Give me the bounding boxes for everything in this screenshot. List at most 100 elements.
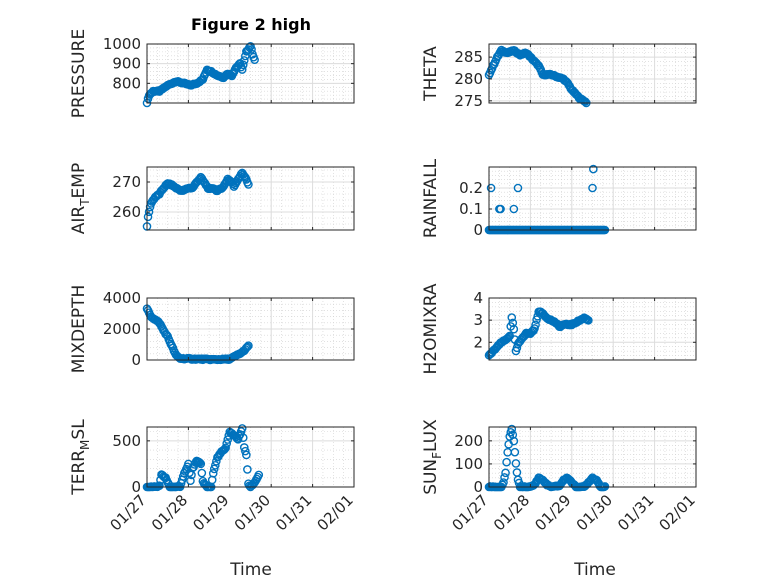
- data-point: [581, 314, 591, 324]
- data-series: [484, 424, 610, 492]
- x-tick-label: 01/31: [272, 491, 315, 534]
- data-point: [242, 450, 251, 460]
- data-point: [196, 459, 206, 469]
- data-point: [580, 97, 590, 106]
- data-point: [241, 446, 250, 456]
- data-point: [243, 465, 252, 474]
- axes-box: [146, 43, 355, 104]
- x-tick-label: 01/30: [573, 491, 616, 534]
- data-point: [222, 439, 231, 448]
- data-series: [484, 164, 610, 235]
- data-point: [212, 456, 221, 466]
- data-point: [509, 436, 519, 446]
- data-point: [250, 55, 259, 65]
- x-tick-label: 02/01: [314, 491, 357, 534]
- data-point: [247, 45, 256, 54]
- subplot-mixdepth: 0 2000 4000 MIXDEPTH: [69, 285, 355, 374]
- x-axis-label-left: Time: [229, 560, 272, 580]
- y-axis-label: TERRMSL: [69, 419, 92, 496]
- data-series: [484, 307, 593, 360]
- axes-box: [488, 297, 697, 361]
- y-tick-label: 2000: [103, 320, 141, 338]
- y-tick-label: 1000: [103, 35, 141, 53]
- y-tick-label: 500: [112, 432, 141, 450]
- data-point: [507, 424, 517, 434]
- subplot-h2omixra: 2 3 4 H2OMIXRA: [421, 283, 697, 375]
- data-point: [239, 443, 249, 452]
- data-point: [155, 481, 164, 490]
- data-point: [144, 207, 154, 217]
- y-tick-label: 900: [112, 55, 141, 73]
- x-tick-label: 01/29: [531, 491, 574, 534]
- y-tick-label: 0.2: [459, 179, 483, 197]
- data-point: [220, 444, 229, 454]
- data-point: [531, 320, 540, 330]
- x-axis-label-right: Time: [573, 560, 616, 580]
- data-point: [500, 473, 509, 482]
- axes-box: [146, 426, 355, 488]
- data-point: [588, 183, 597, 193]
- data-point: [509, 204, 519, 214]
- data-point: [221, 443, 230, 453]
- y-tick-label: 0: [131, 478, 141, 496]
- data-point: [223, 435, 233, 444]
- data-point: [237, 65, 247, 74]
- data-point: [143, 212, 153, 222]
- y-axis-label: AIRTEMP: [69, 163, 92, 234]
- data-point: [243, 342, 252, 352]
- y-tick-label: 4: [473, 289, 483, 307]
- data-point: [509, 324, 519, 334]
- y-tick-label: 2: [473, 333, 483, 351]
- data-series: [142, 424, 264, 492]
- y-axis-label: H2OMIXRA: [421, 283, 441, 374]
- data-point: [238, 433, 248, 443]
- data-point: [510, 447, 520, 457]
- data-point: [244, 180, 253, 189]
- data-point: [486, 183, 496, 193]
- y-axis-label: SUNFLUX: [421, 419, 444, 495]
- y-tick-label: 0.1: [459, 200, 483, 218]
- data-series: [142, 41, 259, 108]
- y-tick-label: 200: [454, 432, 483, 450]
- data-point: [530, 324, 539, 333]
- data-point: [197, 468, 207, 478]
- y-tick-label: 275: [454, 92, 483, 110]
- y-tick-label: 3: [473, 311, 483, 329]
- x-tick-label: 01/27: [449, 491, 492, 534]
- data-point: [508, 430, 518, 440]
- data-series: [142, 304, 253, 365]
- data-point: [512, 468, 522, 477]
- data-point: [237, 424, 247, 433]
- subplot-rainfall: 0 0.1 0.2 RAINFALL: [421, 158, 697, 239]
- data-series: [484, 45, 591, 108]
- y-axis-label: PRESSURE: [69, 29, 89, 118]
- data-point: [600, 482, 610, 491]
- data-point: [162, 330, 171, 340]
- y-axis-label: MIXDEPTH: [69, 285, 89, 374]
- figure-title: Figure 2 high: [191, 15, 311, 34]
- data-series: [142, 168, 253, 231]
- data-point: [513, 183, 523, 193]
- subplot-theta: 275 280 285 THETA: [421, 43, 697, 110]
- axes-box: [488, 426, 697, 488]
- x-tick-label: 01/29: [189, 491, 232, 534]
- x-tick-label: 01/27: [107, 491, 150, 534]
- data-point: [507, 313, 517, 322]
- data-point: [234, 431, 244, 441]
- data-point: [238, 60, 248, 70]
- data-point: [254, 470, 264, 480]
- data-point: [589, 164, 598, 174]
- axes-box: [488, 166, 697, 231]
- data-point: [195, 458, 205, 467]
- y-tick-label: 285: [454, 48, 483, 66]
- data-point: [186, 476, 195, 486]
- y-tick-label: 4000: [103, 289, 141, 307]
- data-point: [209, 464, 219, 474]
- y-tick-label: 0: [131, 351, 141, 369]
- x-tick-label: 02/01: [656, 491, 699, 534]
- y-axis-label: THETA: [421, 46, 441, 102]
